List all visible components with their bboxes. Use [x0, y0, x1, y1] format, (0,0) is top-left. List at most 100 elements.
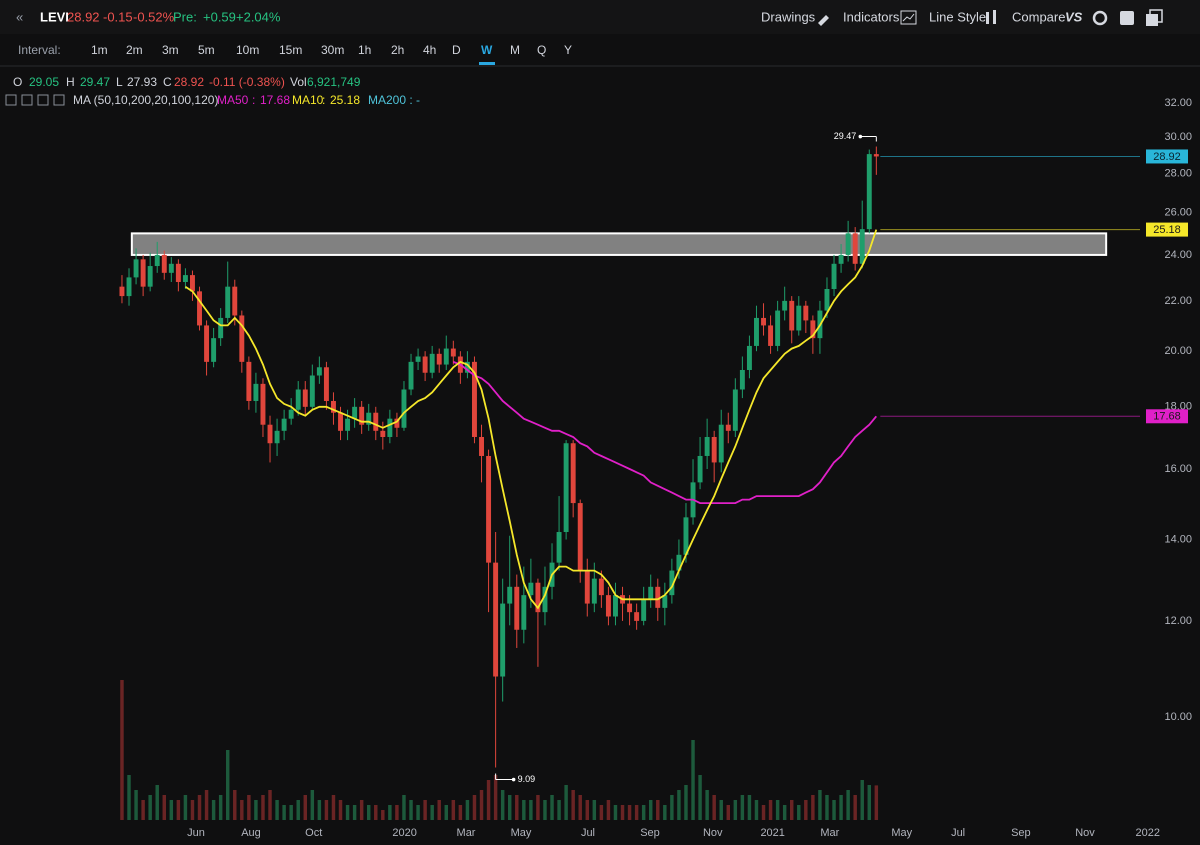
collapse-icon[interactable]: « [16, 9, 23, 24]
interval-option[interactable]: 30m [321, 43, 344, 57]
volume-bar [359, 800, 364, 820]
candle-body [197, 291, 202, 326]
interval-option[interactable]: 2h [391, 43, 404, 57]
candle-body [352, 406, 358, 419]
line-style-icon[interactable] [986, 10, 996, 24]
window-icon[interactable] [1146, 9, 1163, 26]
volume-bar [557, 800, 561, 820]
drawings-icon[interactable] [818, 15, 829, 26]
candle-body [450, 348, 456, 357]
candle-body [387, 418, 393, 437]
volume-bar [366, 805, 371, 820]
line-style-button[interactable]: Line Style [929, 9, 986, 24]
candle-body [154, 254, 160, 267]
interval-option[interactable]: 1h [358, 43, 371, 57]
ma10-value: 25.18 [330, 93, 360, 107]
x-tick-label: Oct [305, 827, 322, 839]
candle-body [260, 383, 266, 425]
candle-body [789, 300, 795, 331]
volume-bar [747, 795, 752, 820]
candle-body [507, 586, 513, 604]
volume-bar [529, 800, 533, 820]
volume-bar [211, 800, 216, 820]
candle-body [415, 356, 421, 362]
drawings-button[interactable]: Drawings [761, 9, 816, 24]
candle-body [796, 305, 802, 331]
high-label: H [66, 75, 75, 89]
y-tick-label: 24.00 [1164, 249, 1192, 261]
interval-option[interactable]: 2m [126, 43, 143, 57]
volume-value: 6,921,749 [307, 75, 361, 89]
close-label: C [163, 75, 172, 89]
compare-icon[interactable]: VS [1065, 9, 1083, 24]
interval-option[interactable]: W [481, 43, 493, 57]
interval-option[interactable]: 15m [279, 43, 302, 57]
volume-bar [204, 790, 209, 820]
volume-bar [374, 805, 378, 820]
change: -0.15 [103, 9, 133, 24]
candle-body [662, 595, 668, 608]
candle-body [232, 286, 238, 316]
indicators-icon[interactable] [900, 10, 917, 25]
volume-bar [486, 780, 491, 820]
hide-study-icon[interactable] [21, 94, 33, 106]
candle-body [479, 436, 484, 456]
collapse-study-icon[interactable] [5, 94, 17, 106]
volume-bar [317, 800, 322, 820]
candle-body [147, 266, 153, 287]
interval-option[interactable]: 4h [423, 43, 436, 57]
candle-body [528, 582, 534, 596]
high-value: 29.47 [80, 75, 110, 89]
candle-body [810, 320, 816, 339]
volume-bar [176, 800, 181, 820]
volume-bar [120, 680, 124, 820]
volume-bar [775, 800, 780, 820]
candle-body [140, 259, 146, 287]
interval-option[interactable]: Y [564, 43, 572, 57]
candle-body [627, 603, 633, 613]
candle-body [281, 418, 287, 431]
compare-button[interactable]: Compare [1012, 9, 1065, 24]
candle-body [641, 599, 647, 621]
volume-bar [585, 800, 589, 820]
y-tick-label: 14.00 [1164, 533, 1192, 545]
x-tick-label: Jul [951, 827, 965, 839]
volume-bar [127, 775, 131, 820]
candle-body [824, 289, 830, 311]
settings-icon[interactable] [1092, 10, 1108, 26]
y-tick-label: 22.00 [1164, 295, 1192, 307]
layout-icon[interactable] [1120, 11, 1134, 25]
volume-bar [155, 785, 159, 820]
y-tick-label: 26.00 [1164, 207, 1192, 219]
volume-bar [818, 790, 822, 820]
low-dot [511, 777, 516, 782]
volume-bar [324, 800, 329, 820]
ma-0-tag-label: 17.68 [1153, 411, 1181, 423]
candle-body [669, 570, 675, 596]
pre-change: +0.59 [203, 9, 236, 24]
interval-option[interactable]: Q [537, 43, 546, 57]
low-value: 27.93 [127, 75, 157, 89]
interval-option[interactable]: D [452, 43, 461, 57]
volume-bar [811, 795, 815, 820]
interval-option[interactable]: 1m [91, 43, 108, 57]
volume-bar [479, 790, 484, 820]
y-tick-label: 10.00 [1164, 711, 1192, 723]
settings-study-icon[interactable] [37, 94, 49, 106]
interval-option[interactable]: M [510, 43, 520, 57]
remove-study-icon[interactable] [53, 94, 65, 106]
volume-bar [761, 805, 766, 820]
candle-body [556, 532, 562, 563]
indicators-button[interactable]: Indicators [843, 9, 900, 24]
volume-bar [832, 800, 836, 820]
ma-0-tag [1146, 409, 1188, 424]
high-dot [858, 134, 863, 139]
candle-body [436, 353, 442, 365]
interval-option[interactable]: 5m [198, 43, 215, 57]
volume-bar [789, 800, 794, 820]
interval-option[interactable]: 10m [236, 43, 259, 57]
high-label: 29.47 [834, 131, 857, 141]
interval-option[interactable]: 3m [162, 43, 179, 57]
symbol[interactable]: LEVI [40, 9, 69, 24]
